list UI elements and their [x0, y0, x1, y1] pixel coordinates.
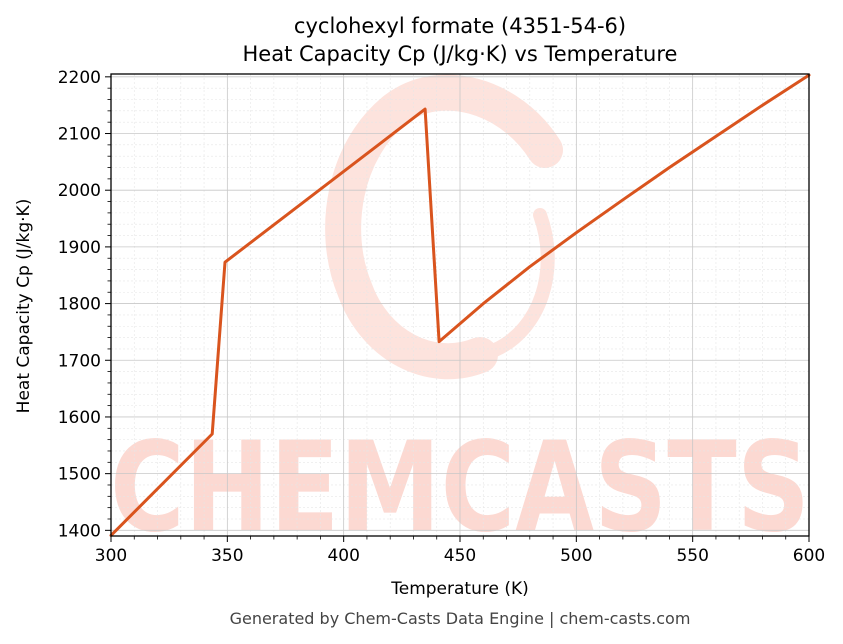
y-tick-label: 1900	[58, 238, 101, 258]
y-tick-label: 1600	[58, 408, 101, 428]
footer-credit: Generated by Chem-Casts Data Engine | ch…	[230, 609, 691, 628]
y-axis-label: Heat Capacity Cp (J/kg·K)	[14, 199, 34, 414]
chart-title-line-1: cyclohexyl formate (4351-54-6)	[294, 14, 626, 38]
y-tick-label: 1800	[58, 295, 101, 315]
x-tick-label: 300	[95, 546, 127, 566]
y-tick-label: 2200	[58, 68, 101, 88]
y-tick-label: 2100	[58, 125, 101, 145]
chart-title-line-2: Heat Capacity Cp (J/kg·K) vs Temperature	[243, 42, 678, 66]
series-line-cp	[109, 73, 811, 537]
y-tick-label: 1400	[58, 521, 101, 541]
series-layer	[109, 73, 811, 537]
x-tick-label: 350	[211, 546, 243, 566]
y-tick-label: 1700	[58, 351, 101, 371]
x-tick-label: 600	[793, 546, 825, 566]
y-tick-label: 1500	[58, 465, 101, 485]
x-tick-label: 500	[560, 546, 592, 566]
watermark-logo	[325, 74, 563, 380]
x-tick-label: 400	[327, 546, 359, 566]
y-tick-label: 2000	[58, 181, 101, 201]
x-tick-label: 550	[676, 546, 708, 566]
x-tick-label: 450	[444, 546, 476, 566]
x-axis-label: Temperature (K)	[390, 579, 529, 599]
axis-ticks: 300 350 400 450 500 550 600 1400 1500 1600 1700 180…	[58, 68, 825, 566]
